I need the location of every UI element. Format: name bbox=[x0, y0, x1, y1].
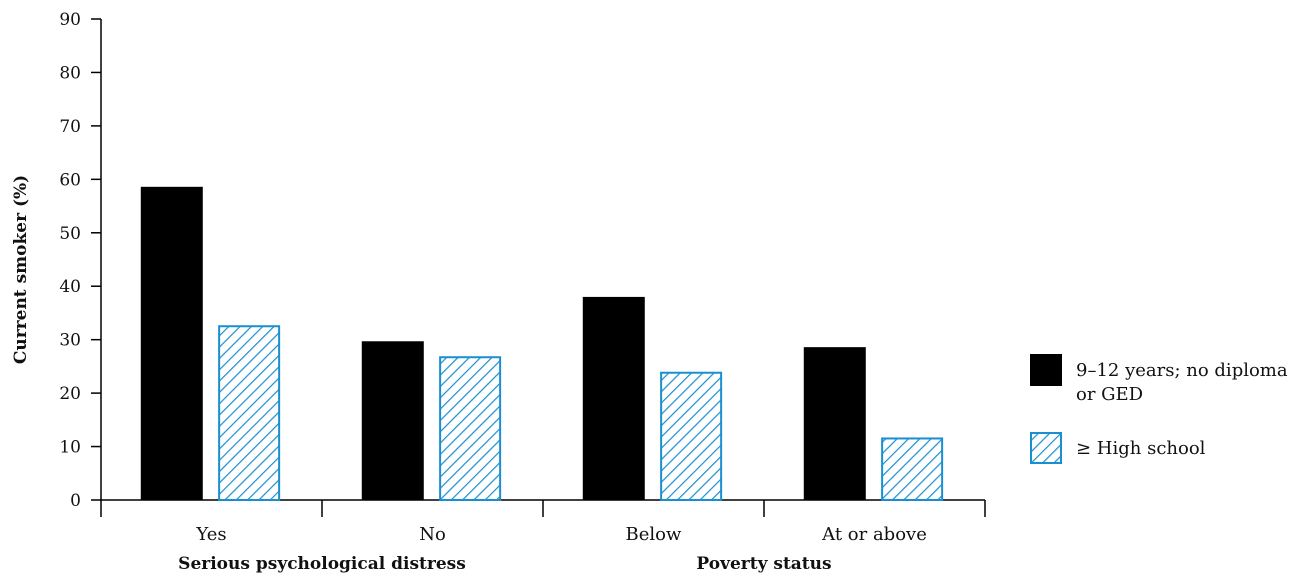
legend-label: or GED bbox=[1076, 384, 1143, 405]
group-label: Serious psychological distress bbox=[178, 554, 466, 574]
category-label: No bbox=[419, 524, 446, 545]
y-tick-label: 10 bbox=[59, 438, 81, 458]
y-tick-label: 30 bbox=[59, 331, 81, 351]
y-tick-label: 20 bbox=[59, 384, 81, 404]
y-tick-label: 60 bbox=[59, 170, 81, 190]
bar-series2-2 bbox=[660, 371, 723, 502]
legend-swatch-series2 bbox=[1030, 432, 1062, 464]
axes: 0 10 20 30 40 50 60 70 80 90 Current smoker (%) bbox=[11, 10, 986, 517]
legend-label: 9–12 years; no diploma bbox=[1076, 360, 1288, 381]
bar-series1-1 bbox=[361, 341, 424, 500]
category-label: At or above bbox=[821, 524, 927, 545]
bar-series1-0 bbox=[140, 186, 203, 500]
y-axis-title: Current smoker (%) bbox=[11, 175, 31, 364]
y-tick-label: 70 bbox=[59, 117, 81, 137]
y-tick-label: 50 bbox=[59, 224, 81, 244]
legend: 9–12 years; no diploma or GED ≥ High schoo… bbox=[1030, 354, 1288, 464]
y-tick-label: 0 bbox=[70, 491, 81, 511]
labels: Yes No Below At or above Serious psychologic… bbox=[178, 524, 927, 574]
bars bbox=[140, 186, 944, 502]
category-label: Yes bbox=[195, 524, 226, 545]
bar-series2-3 bbox=[881, 437, 944, 501]
bar-series1-3 bbox=[803, 347, 866, 500]
legend-swatch-series1 bbox=[1030, 354, 1062, 386]
group-label: Poverty status bbox=[696, 554, 831, 574]
bar-series2-1 bbox=[439, 356, 502, 501]
y-tick-label: 90 bbox=[59, 10, 81, 30]
bar-series1-2 bbox=[582, 296, 645, 500]
category-label: Below bbox=[626, 524, 682, 545]
legend-label: ≥ High school bbox=[1076, 438, 1206, 459]
bar-series2-0 bbox=[218, 325, 281, 501]
y-tick-label: 80 bbox=[59, 63, 81, 83]
y-tick-label: 40 bbox=[59, 277, 81, 297]
